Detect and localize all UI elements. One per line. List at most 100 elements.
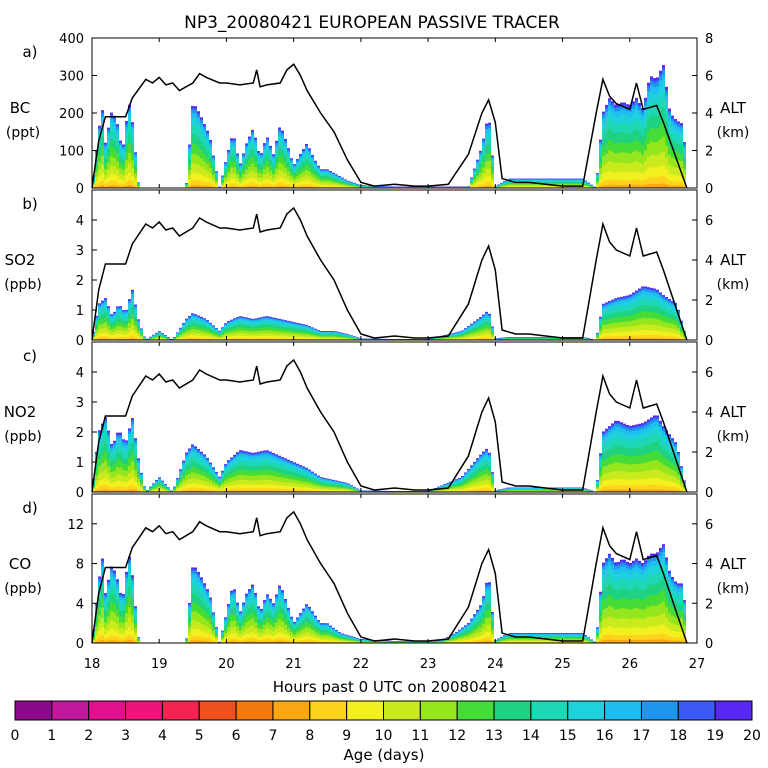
age-band-segment: [185, 335, 188, 339]
age-band-segment: [230, 336, 233, 339]
age-band-segment: [647, 177, 650, 185]
age-band-segment: [632, 151, 635, 163]
age-band-segment: [602, 122, 605, 130]
age-band-segment: [137, 320, 140, 322]
age-band-segment: [620, 102, 623, 105]
age-band-segment: [488, 144, 491, 154]
age-band-segment: [470, 338, 473, 340]
age-band-segment: [602, 117, 605, 123]
age-band-segment: [116, 306, 119, 308]
age-band-segment: [134, 305, 137, 307]
age-band-segment: [653, 115, 656, 129]
age-band-segment: [596, 334, 599, 336]
age-band-segment: [257, 159, 260, 164]
age-band-segment: [176, 333, 179, 335]
age-band-segment: [338, 332, 341, 334]
age-band-segment: [314, 337, 317, 340]
age-band-segment: [287, 322, 290, 324]
age-band-segment: [185, 319, 188, 320]
age-band-segment: [281, 143, 284, 151]
age-band-segment: [353, 337, 356, 339]
age-band-segment: [644, 99, 647, 102]
age-band-segment: [572, 179, 575, 181]
age-band-segment: [476, 336, 479, 339]
age-band-segment: [98, 161, 101, 170]
age-band-segment: [356, 184, 359, 186]
age-band-segment: [92, 184, 95, 186]
age-band-segment: [590, 186, 593, 187]
age-band-segment: [230, 155, 233, 162]
age-band-segment: [287, 334, 290, 337]
age-band-segment: [266, 166, 269, 174]
age-band-segment: [683, 186, 686, 188]
age-band-segment: [479, 159, 482, 164]
age-band-segment: [272, 337, 275, 340]
age-band-segment: [614, 179, 617, 185]
age-band-segment: [338, 184, 341, 187]
age-band-segment: [341, 184, 344, 187]
age-band-segment: [581, 179, 584, 181]
age-band-segment: [257, 318, 260, 320]
age-band-segment: [311, 338, 314, 340]
age-band-segment: [134, 325, 137, 330]
age-band-segment: [203, 333, 206, 337]
age-band-segment: [221, 185, 224, 188]
age-band-segment: [602, 336, 605, 339]
age-band-segment: [674, 142, 677, 152]
age-band-segment: [584, 183, 587, 185]
age-band-segment: [290, 162, 293, 166]
age-band-segment: [548, 338, 551, 339]
age-band-segment: [125, 175, 128, 182]
age-band-segment: [221, 176, 224, 178]
age-band-segment: [491, 181, 494, 186]
age-band-segment: [128, 327, 131, 333]
age-band-segment: [341, 178, 344, 179]
age-band-segment: [602, 146, 605, 157]
age-band-segment: [323, 173, 326, 176]
age-band-segment: [233, 145, 236, 151]
age-band-segment: [131, 312, 134, 320]
age-band-segment: [227, 180, 230, 185]
age-band-segment: [599, 183, 602, 187]
age-band-segment: [620, 152, 623, 163]
age-band-segment: [293, 177, 296, 182]
age-band-segment: [122, 150, 125, 155]
age-band-segment: [137, 319, 140, 321]
age-band-segment: [98, 128, 101, 131]
age-band-segment: [344, 185, 347, 187]
age-band-segment: [470, 336, 473, 339]
age-band-segment: [344, 184, 347, 186]
age-band-segment: [329, 174, 332, 178]
age-band-segment: [197, 337, 200, 340]
age-band-segment: [437, 338, 440, 340]
age-band-segment: [296, 168, 299, 173]
age-band-segment: [236, 177, 239, 182]
age-band-segment: [122, 314, 125, 318]
age-band-segment: [452, 333, 455, 335]
age-band-segment: [101, 336, 104, 339]
age-band-segment: [449, 336, 452, 338]
age-band-segment: [266, 319, 269, 322]
age-band-segment: [656, 81, 659, 87]
age-band-segment: [662, 164, 665, 177]
age-band-segment: [254, 335, 257, 339]
age-band-segment: [290, 179, 293, 183]
age-band-segment: [518, 337, 521, 339]
age-band-segment: [107, 148, 110, 156]
age-band-segment: [182, 323, 185, 325]
age-band-segment: [254, 319, 257, 321]
age-band-segment: [113, 315, 116, 319]
age-band-segment: [539, 337, 542, 339]
age-band-segment: [305, 158, 308, 165]
age-band-segment: [449, 337, 452, 339]
age-band-segment: [212, 160, 215, 164]
age-band-segment: [92, 338, 95, 340]
age-band-segment: [305, 186, 308, 188]
age-band-segment: [107, 176, 110, 183]
age-band-segment: [212, 156, 215, 159]
age-band-segment: [203, 325, 206, 329]
age-band-segment: [110, 314, 113, 316]
age-band-segment: [200, 141, 203, 151]
age-band-segment: [509, 338, 512, 339]
